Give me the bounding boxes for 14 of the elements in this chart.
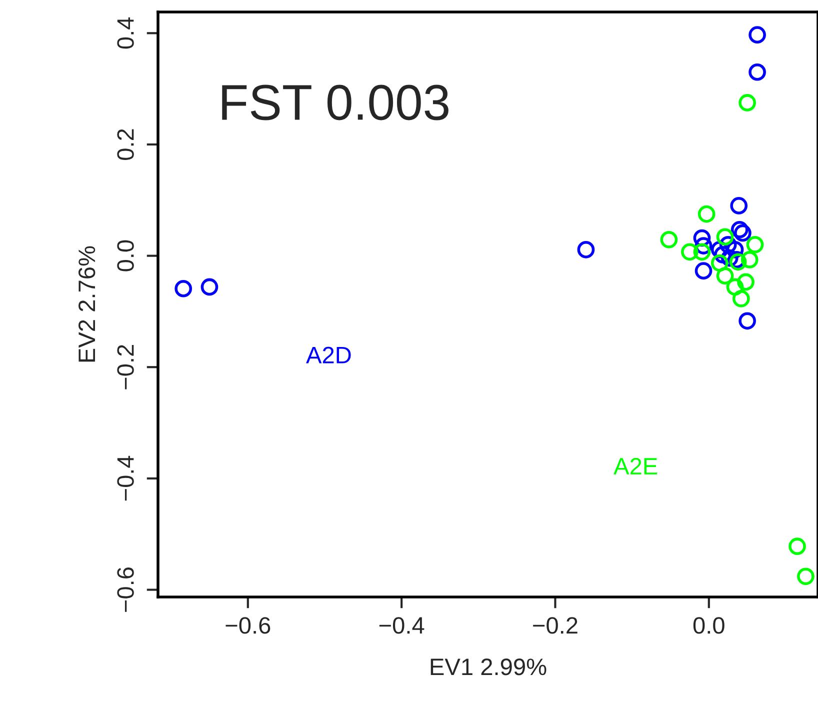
y-tick-label: 0.4	[117, 17, 134, 49]
y-tick-label: −0.4	[117, 456, 134, 501]
x-axis-title: EV1 2.99%	[430, 658, 546, 676]
x-tick-label: −0.2	[533, 617, 578, 634]
y-tick-label: −0.2	[117, 345, 134, 390]
x-tick-label: −0.4	[379, 617, 424, 634]
y-axis-title: EV2 2.76%	[78, 246, 96, 362]
x-tick-label: 0.0	[693, 617, 724, 634]
text: A2E	[614, 458, 658, 474]
y-tick-label: 0.2	[117, 129, 134, 160]
text: A2D	[306, 346, 351, 364]
annotation: FST 0.003	[222, 84, 448, 120]
x-tick-label: −0.6	[226, 617, 270, 634]
y-tick-label: 0.0	[117, 240, 134, 272]
